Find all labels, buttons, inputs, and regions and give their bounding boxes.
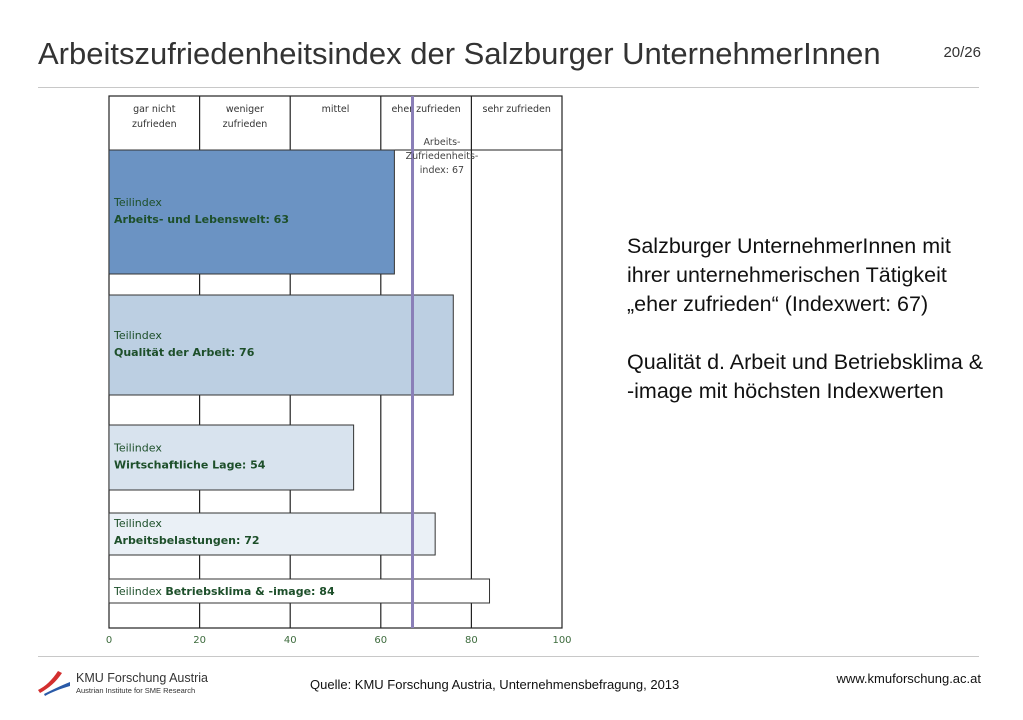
reference-line-label: Arbeits-Zufriedenheits-index: 67 [406,137,479,176]
bar-label-name: Arbeitsbelastungen: 72 [114,534,260,547]
header-divider [38,87,979,88]
footer-divider [38,656,979,657]
category-label: mittel [322,104,350,115]
page-title: Arbeitszufriedenheitsindex der Salzburge… [38,36,881,71]
x-tick-label: 0 [106,635,112,646]
bar-label-prefix: Teilindex [113,442,162,455]
bar-label-prefix: Teilindex [113,517,162,530]
bar [108,149,395,275]
commentary-paragraph-1: Salzburger UnternehmerInnen mit ihrer un… [627,234,951,316]
x-tick-label: 20 [193,635,206,646]
x-tick-label: 60 [374,635,387,646]
page-number: 20/26 [943,44,981,61]
bar-label-prefix: Teilindex [113,196,162,209]
bar [108,512,436,556]
category-label: eher zufrieden [391,104,460,115]
commentary: Salzburger UnternehmerInnen mit ihrer un… [627,232,987,406]
bar [108,294,454,396]
bar [108,578,491,604]
category-label: sehr zufrieden [483,104,551,115]
bar-label-name: Arbeits- und Lebenswelt: 63 [114,213,289,226]
bar-label: Teilindex Betriebsklima & -image: 84 [113,585,335,598]
category-label: weniger zufrieden [223,104,268,130]
bar [108,424,355,491]
x-tick-label: 40 [284,635,297,646]
bar-label-name: Qualität der Arbeit: 76 [114,346,255,359]
logo-subtitle: Austrian Institute for SME Research [76,686,196,695]
website-link[interactable]: www.kmuforschung.ac.at [836,671,981,686]
source-note: Quelle: KMU Forschung Austria, Unternehm… [310,677,680,692]
commentary-paragraph-2: Qualität d. Arbeit und Betriebsklima & -… [627,350,984,403]
logo-name: KMU Forschung Austria [76,671,208,685]
satisfaction-index-chart: gar nicht zufrieden weniger zufrieden mittel… [106,95,572,646]
category-label: gar nicht zufrieden [132,104,177,130]
x-tick-label: 100 [552,635,571,646]
bar-label-name: Wirtschaftliche Lage: 54 [114,459,266,472]
x-tick-label: 80 [465,635,478,646]
kmu-logo-icon [38,671,70,696]
bar-label-prefix: Teilindex [113,329,162,342]
